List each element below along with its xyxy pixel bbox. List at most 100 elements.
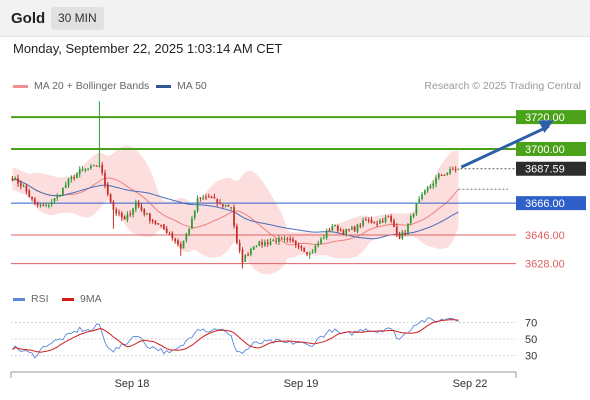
candle-body [59, 195, 61, 197]
candle [67, 177, 70, 189]
candle-body [387, 216, 390, 218]
candle [11, 176, 14, 182]
candle [207, 193, 210, 198]
candle [398, 231, 401, 240]
candle-body [146, 213, 148, 215]
legend-rsi: RSI [13, 293, 49, 305]
candle-body [28, 190, 31, 197]
candle [283, 235, 286, 243]
candle [25, 184, 28, 195]
candle [381, 217, 384, 223]
level-tag-1 [516, 141, 586, 156]
candle-body [252, 246, 255, 250]
candle-body [353, 226, 356, 232]
candle-body [140, 206, 143, 210]
candle-body [230, 207, 233, 209]
candle-body [297, 245, 300, 248]
candle-body [219, 202, 221, 204]
candle [339, 227, 342, 232]
candle [17, 174, 19, 187]
candle-body [457, 168, 460, 170]
candle [149, 212, 151, 224]
candle-body [339, 229, 342, 231]
candle-body [331, 226, 334, 231]
candle [446, 172, 449, 176]
candle-body [365, 219, 367, 221]
legend-ma20-label: MA 20 + Bollinger Bands [34, 80, 150, 92]
rsi-ma-line [12, 319, 459, 353]
candle-body [415, 202, 418, 214]
candle-body [264, 242, 266, 246]
candle [143, 208, 146, 217]
candle [188, 228, 191, 237]
candle [171, 231, 174, 241]
candle [292, 236, 294, 243]
legend-rsi-label: RSI [31, 293, 49, 305]
candle-body [227, 205, 230, 207]
candle-body [163, 224, 165, 230]
candle [140, 203, 143, 212]
candle-body [437, 174, 440, 178]
candle [289, 235, 292, 243]
candle-body [398, 233, 401, 239]
candle-body [255, 246, 258, 248]
candle-body [168, 233, 171, 235]
legend-ma50-label: MA 50 [177, 80, 207, 92]
candle-body [129, 213, 132, 215]
candle [308, 251, 311, 259]
candle-body [370, 219, 373, 223]
candle [443, 174, 446, 176]
level-tag-2 [516, 196, 586, 211]
datetime-label: Monday, September 22, 2025 1:03:14 AM CE… [13, 41, 283, 56]
candle-body [426, 187, 429, 191]
candle [356, 223, 359, 234]
candle [28, 188, 31, 198]
candle-body [70, 176, 73, 180]
candle-body [62, 187, 64, 196]
last-price-tag [516, 161, 586, 176]
candle [73, 174, 75, 181]
candle-body [407, 224, 409, 233]
candle [238, 239, 241, 254]
candle-body [112, 202, 115, 210]
candle-body [275, 240, 277, 242]
candle [409, 214, 412, 226]
candle-body [25, 186, 28, 192]
candle [78, 166, 81, 178]
candle-body [289, 238, 292, 241]
candle-body [207, 196, 210, 198]
candle-body [101, 164, 104, 173]
candle-body [191, 218, 193, 229]
candle-body [143, 209, 146, 215]
level-label-2: 3666.00 [525, 198, 565, 210]
timeframe-button[interactable]: 30 MIN [51, 7, 104, 30]
candle [418, 195, 421, 203]
candle [39, 203, 42, 208]
candle-body [322, 237, 325, 239]
candle-body [362, 220, 364, 226]
candle [112, 200, 115, 229]
candle [154, 220, 157, 225]
candle [185, 232, 188, 243]
candle-body [328, 229, 331, 231]
candle [106, 181, 109, 197]
candle [294, 240, 297, 248]
candle [432, 180, 435, 190]
candle-body [165, 228, 168, 234]
candle-body [278, 238, 280, 243]
candle-body [423, 190, 426, 195]
candle-body [19, 183, 22, 187]
candle [224, 204, 227, 208]
candle [264, 239, 266, 247]
candle [213, 193, 216, 199]
candle-body [81, 169, 84, 171]
candle [351, 225, 353, 231]
candle-body [76, 173, 78, 179]
candle-body [294, 241, 297, 245]
candle-body [351, 227, 353, 230]
candle [435, 175, 437, 188]
candle [241, 247, 244, 269]
candle-body [379, 220, 381, 224]
candle [261, 239, 263, 248]
